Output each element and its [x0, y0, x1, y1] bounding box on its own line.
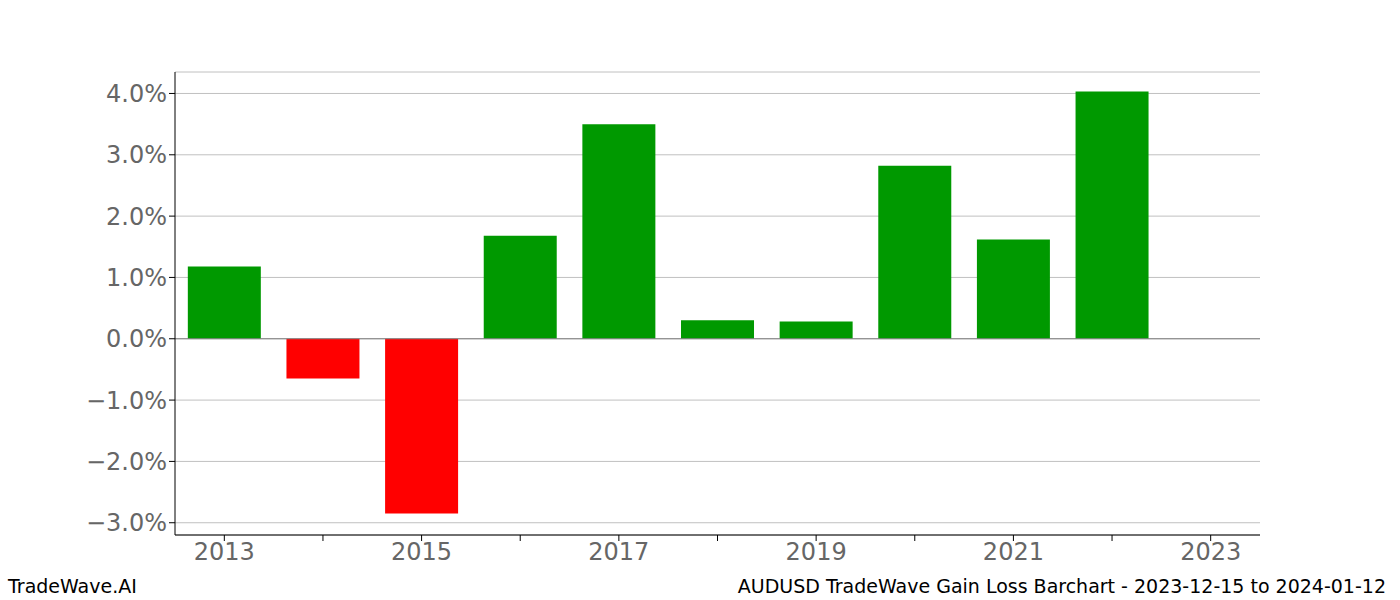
svg-text:1.0%: 1.0% — [106, 264, 167, 292]
svg-text:2.0%: 2.0% — [106, 203, 167, 231]
svg-text:−1.0%: −1.0% — [86, 387, 167, 415]
svg-text:2015: 2015 — [391, 538, 452, 566]
svg-text:0.0%: 0.0% — [106, 325, 167, 353]
html-text:AUDUSD TradeWave Gain Loss Bar: AUDUSD TradeWave Gain Loss Barchart - 20… — [737, 575, 1386, 597]
svg-text:2013: 2013 — [194, 538, 255, 566]
svg-text:2023: 2023 — [1180, 538, 1241, 566]
svg-text:2021: 2021 — [983, 538, 1044, 566]
svg-text:2019: 2019 — [786, 538, 847, 566]
svg-text:3.0%: 3.0% — [106, 141, 167, 169]
html-text:TradeWave.AI: TradeWave.AI — [8, 575, 137, 597]
svg-text:2017: 2017 — [588, 538, 649, 566]
svg-text:−2.0%: −2.0% — [86, 448, 167, 476]
svg-text:4.0%: 4.0% — [106, 80, 167, 108]
svg-text:−3.0%: −3.0% — [86, 509, 167, 537]
